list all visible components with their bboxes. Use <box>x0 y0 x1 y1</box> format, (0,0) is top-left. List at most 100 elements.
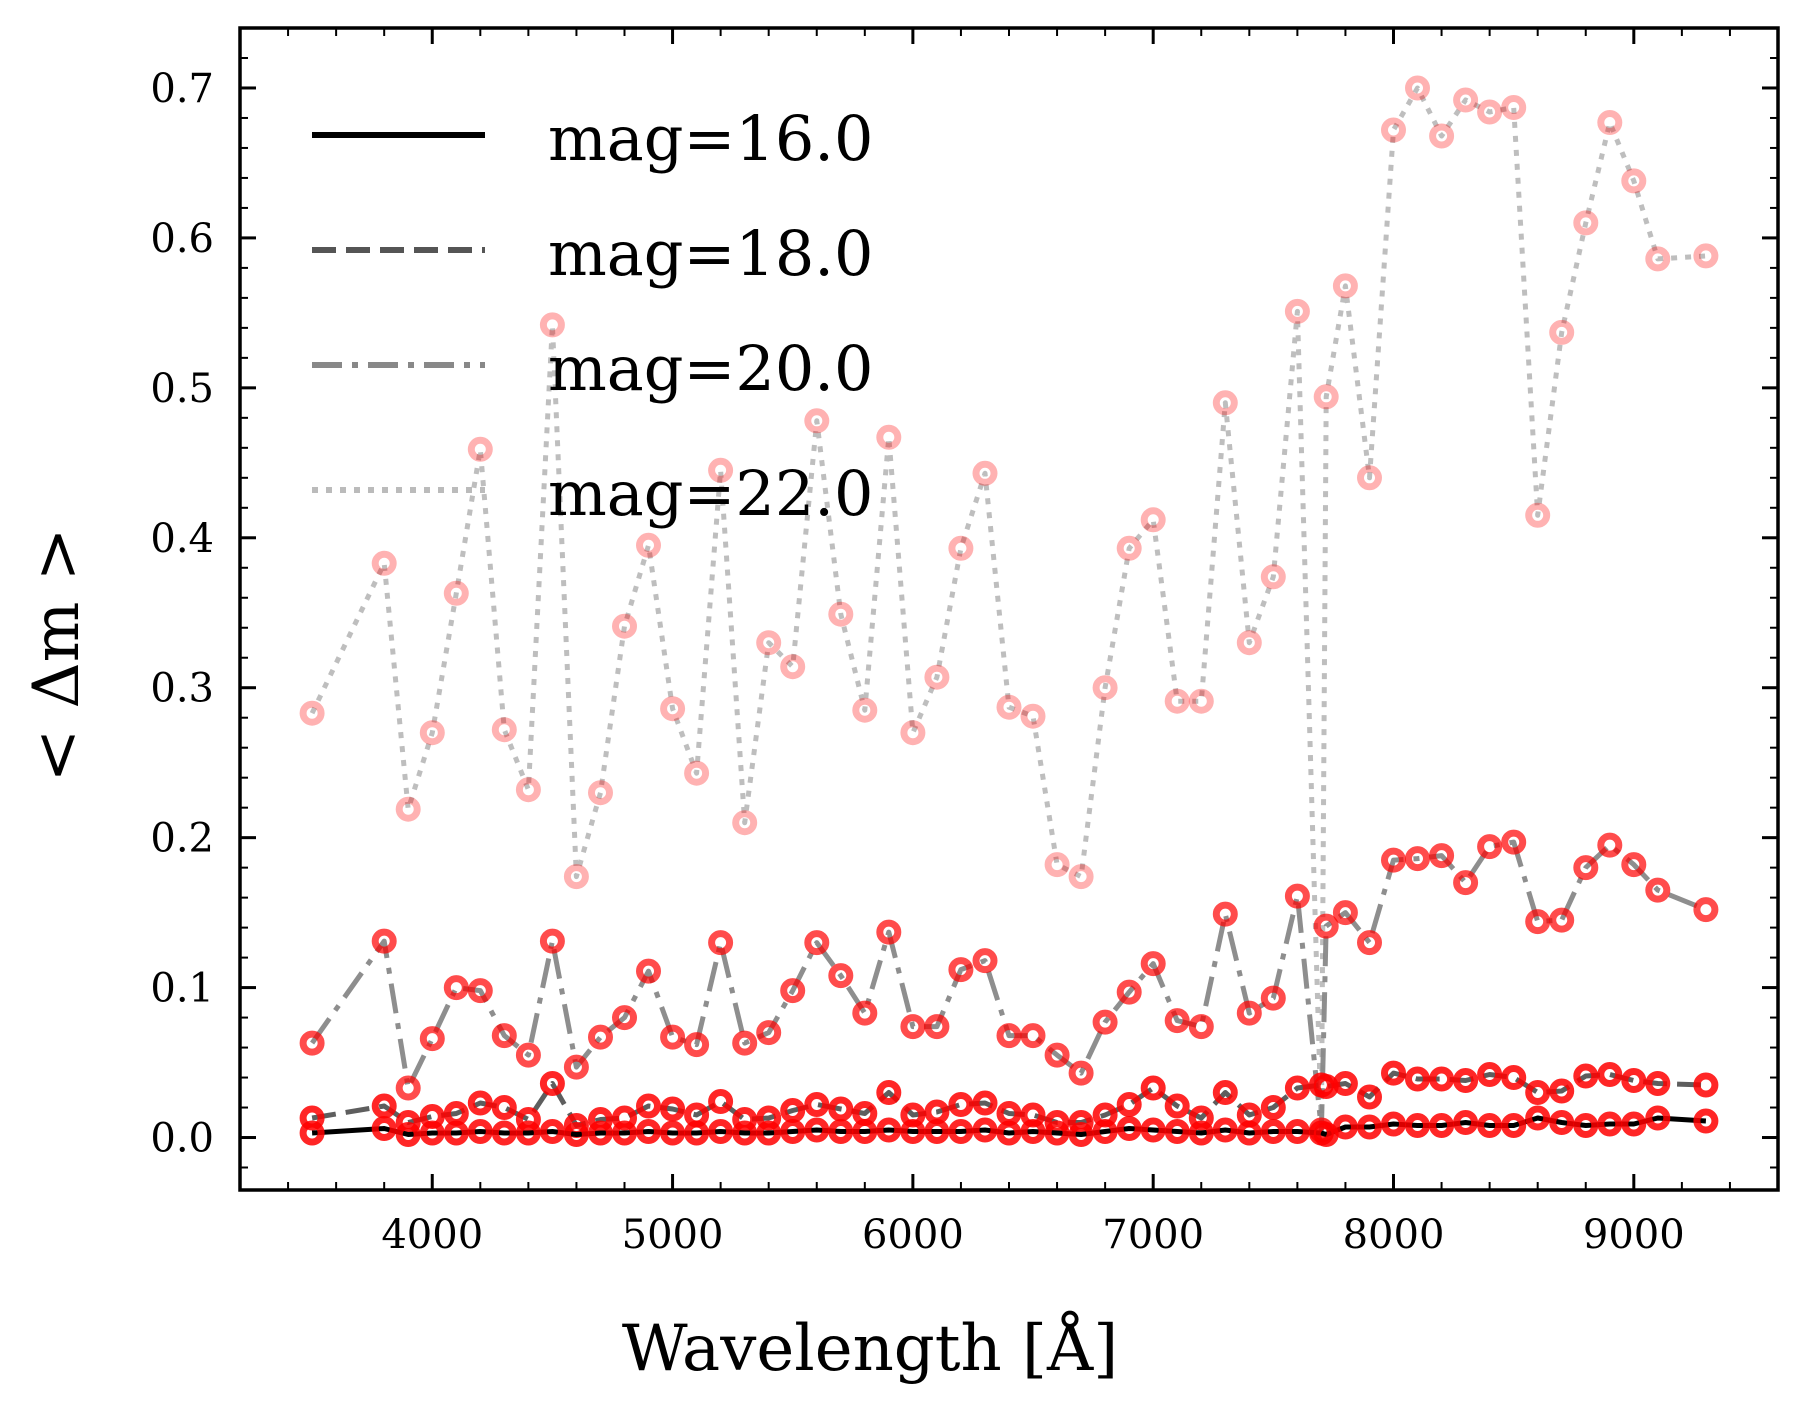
labels-layer: 4000 5000 6000 7000 8000 9000 0.0 0.1 0.2 0.3 0.4 0… <box>150 66 1684 1258</box>
point-mag=20.0-9100 <box>1645 877 1671 903</box>
point-mag=18.0-4500 <box>539 1071 565 1096</box>
point-mag=16.0-4000 <box>419 1120 445 1146</box>
series-mag=20.0 <box>299 829 1719 1143</box>
point-mag=18.0-6300 <box>972 1090 998 1116</box>
point-mag=18.0-6900 <box>1116 1092 1142 1117</box>
point-mag=16.0-7300 <box>1212 1117 1238 1143</box>
series-mag=22.0 <box>299 75 1719 1143</box>
point-mag=16.0-5900 <box>876 1117 902 1143</box>
point-mag=16.0-4900 <box>636 1119 661 1144</box>
point-mag=18.0-7720 <box>1313 1074 1339 1099</box>
point-mag=16.0-9300 <box>1693 1108 1719 1134</box>
point-mag=22.0-4900 <box>636 532 661 558</box>
point-mag=22.0-7400 <box>1236 630 1262 656</box>
point-mag=18.0-3800 <box>371 1093 397 1119</box>
point-mag=20.0-5600 <box>804 930 830 956</box>
point-mag=22.0-6600 <box>1044 852 1070 878</box>
point-mag=20.0-8600 <box>1525 909 1551 935</box>
point-mag=22.0-6400 <box>996 694 1022 720</box>
point-mag=16.0-7900 <box>1357 1114 1382 1140</box>
point-mag=16.0-4800 <box>612 1120 637 1146</box>
point-mag=22.0-7000 <box>1140 507 1166 533</box>
point-mag=16.0-6900 <box>1116 1116 1142 1141</box>
point-mag=16.0-4600 <box>563 1122 589 1147</box>
point-mag=16.0-4100 <box>443 1120 469 1146</box>
point-mag=18.0-9300 <box>1693 1072 1719 1098</box>
point-mag=16.0-3800 <box>371 1116 397 1141</box>
point-mag=22.0-3900 <box>395 796 421 822</box>
point-mag=16.0-7400 <box>1236 1120 1262 1146</box>
point-mag=16.0-5700 <box>828 1119 854 1144</box>
point-mag=20.0-7720 <box>1313 913 1339 939</box>
point-mag=20.0-4500 <box>539 928 565 954</box>
point-mag=20.0-7100 <box>1164 1008 1190 1034</box>
point-mag=18.0-5900 <box>876 1080 902 1105</box>
point-mag=18.0-5300 <box>732 1107 758 1132</box>
plot-frame <box>238 26 1780 1192</box>
point-mag=18.0-7900 <box>1357 1084 1382 1110</box>
point-mag=20.0-4300 <box>491 1023 517 1049</box>
y-tick-label-0: 0.0 <box>150 1116 214 1162</box>
point-mag=22.0-4300 <box>491 717 517 743</box>
point-mag=20.0-7300 <box>1212 901 1238 927</box>
point-mag=18.0-4300 <box>491 1095 517 1120</box>
point-mag=20.0-8400 <box>1477 834 1503 860</box>
y-tick-label-0.5: 0.5 <box>150 366 214 412</box>
point-mag=22.0-4400 <box>515 777 541 803</box>
point-mag=20.0-7600 <box>1284 883 1310 909</box>
point-mag=20.0-5400 <box>756 1020 782 1046</box>
point-mag=22.0-4600 <box>563 864 589 890</box>
point-mag=20.0-6800 <box>1092 1009 1118 1035</box>
y-tick-label-0.6: 0.6 <box>150 216 214 262</box>
point-mag=22.0-8400 <box>1477 99 1503 125</box>
point-mag=18.0-7300 <box>1212 1080 1238 1105</box>
point-mag=18.0-8000 <box>1381 1060 1406 1086</box>
point-mag=18.0-8900 <box>1597 1062 1623 1087</box>
point-mag=20.0-4400 <box>515 1042 541 1068</box>
point-mag=20.0-5800 <box>852 1000 878 1026</box>
series-mag=16.0 <box>299 1105 1719 1147</box>
point-mag=22.0-5900 <box>876 424 902 450</box>
point-mag=20.0-4700 <box>588 1024 613 1050</box>
point-mag=22.0-6200 <box>948 535 974 561</box>
point-mag=16.0-8300 <box>1453 1110 1479 1135</box>
point-mag=22.0-4700 <box>588 780 613 806</box>
point-mag=22.0-8000 <box>1381 117 1406 143</box>
point-mag=22.0-7500 <box>1260 564 1286 590</box>
point-mag=16.0-8600 <box>1525 1105 1551 1131</box>
y-tick-label-0.3: 0.3 <box>150 666 214 712</box>
point-mag=16.0-6200 <box>948 1119 974 1144</box>
y-axis-title: < Δm > <box>20 528 94 783</box>
point-mag=18.0-7500 <box>1260 1095 1286 1120</box>
point-mag=22.0-6500 <box>1020 703 1046 729</box>
point-mag=20.0-4800 <box>612 1005 637 1031</box>
point-mag=16.0-7000 <box>1140 1117 1166 1143</box>
point-mag=22.0-6900 <box>1116 535 1142 561</box>
point-mag=22.0-7720 <box>1313 384 1339 410</box>
point-mag=16.0-6800 <box>1092 1119 1118 1144</box>
point-mag=20.0-8800 <box>1573 855 1599 881</box>
y-tick-label-0.1: 0.1 <box>150 966 214 1012</box>
point-mag=20.0-6300 <box>972 948 998 974</box>
point-mag=20.0-5900 <box>876 919 902 945</box>
point-mag=16.0-4500 <box>539 1119 565 1144</box>
point-mag=22.0-8300 <box>1453 87 1479 113</box>
point-mag=20.0-8300 <box>1453 870 1479 896</box>
point-mag=16.0-4200 <box>467 1119 493 1144</box>
legend: mag=16.0 mag=18.0 mag=20.0 mag=22.0 <box>312 102 873 530</box>
point-mag=18.0-8400 <box>1477 1062 1503 1087</box>
point-mag=22.0-6100 <box>924 664 950 690</box>
point-mag=16.0-9000 <box>1621 1111 1647 1137</box>
point-mag=22.0-4000 <box>419 720 445 746</box>
point-mag=22.0-7100 <box>1164 688 1190 714</box>
point-mag=22.0-8100 <box>1405 75 1430 101</box>
point-mag=22.0-9300 <box>1693 243 1719 269</box>
point-mag=22.0-8600 <box>1525 502 1551 528</box>
point-mag=22.0-5800 <box>852 697 878 723</box>
point-mag=16.0-5600 <box>804 1117 830 1143</box>
point-mag=20.0-5700 <box>828 963 854 989</box>
x-tick-label-5000: 5000 <box>622 1212 724 1258</box>
point-mag=20.0-8900 <box>1597 832 1623 858</box>
point-mag=18.0-7100 <box>1164 1093 1190 1119</box>
point-mag=16.0-5200 <box>708 1119 734 1144</box>
